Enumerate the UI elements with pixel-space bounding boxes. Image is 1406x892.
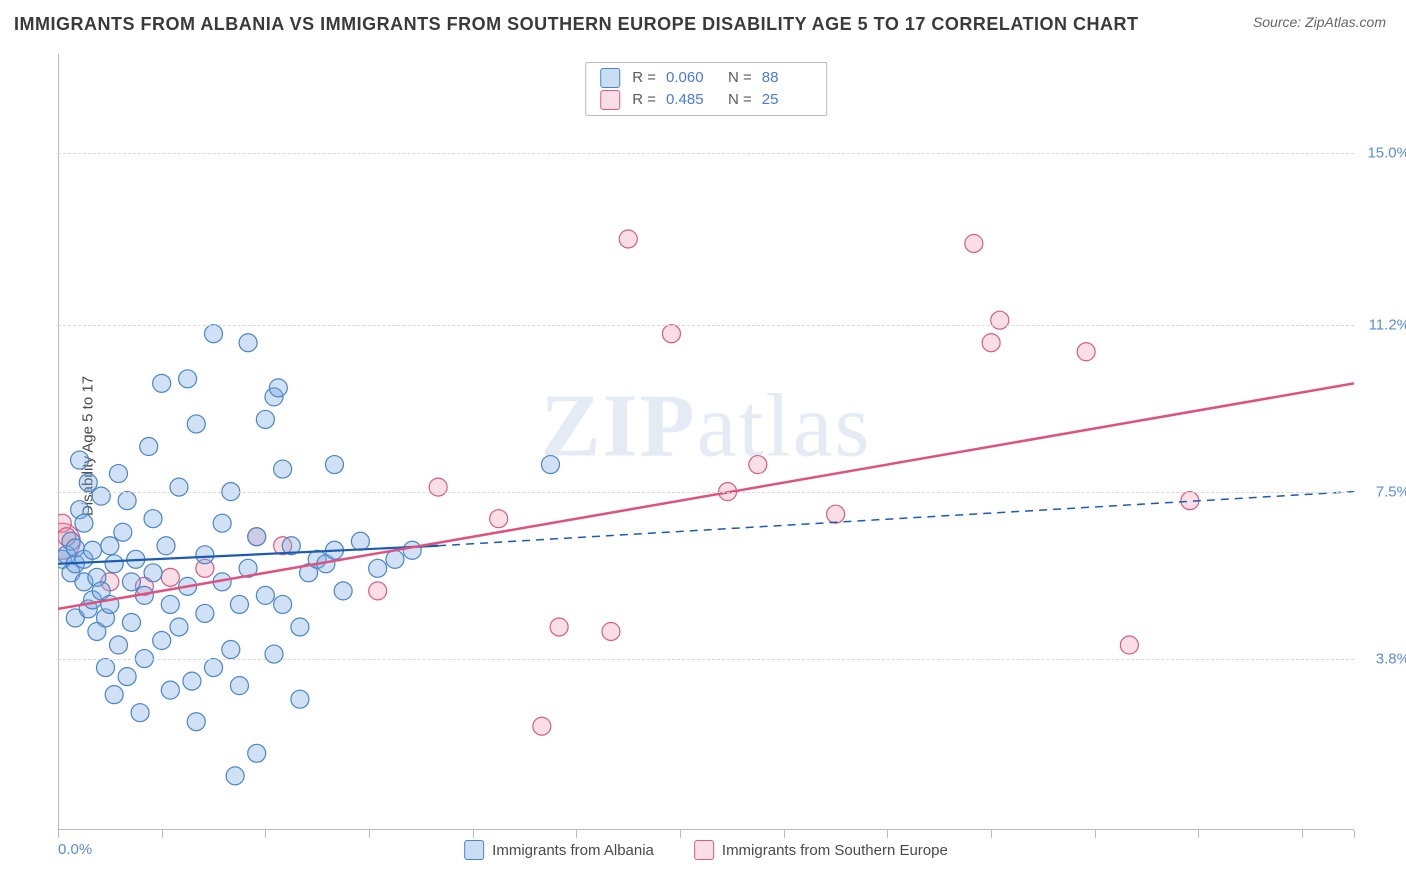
legend-item-blue: Immigrants from Albania: [464, 840, 654, 860]
source-label: Source: ZipAtlas.com: [1253, 14, 1386, 30]
x-tick: [369, 830, 370, 838]
legend-series: Immigrants from Albania Immigrants from …: [464, 840, 948, 860]
scatter-plot-svg: [58, 54, 1354, 830]
x-tick: [1095, 830, 1096, 838]
chart-area: ZIPatlas R = 0.060 N = 88 R = 0.485 N = …: [58, 54, 1354, 830]
gridline: [58, 153, 1354, 154]
legend-stats: R = 0.060 N = 88 R = 0.485 N = 25: [585, 62, 827, 116]
legend-stats-row: R = 0.485 N = 25: [600, 89, 812, 111]
x-tick-label: 0.0%: [58, 841, 92, 858]
legend-chip-pink: [600, 90, 620, 110]
x-tick: [680, 830, 681, 838]
legend-chip-blue: [600, 68, 620, 88]
gridline: [58, 492, 1354, 493]
x-tick: [576, 830, 577, 838]
y-tick-label: 7.5%: [1376, 483, 1406, 500]
y-tick-label: 11.2%: [1369, 316, 1406, 333]
chart-title: IMMIGRANTS FROM ALBANIA VS IMMIGRANTS FR…: [14, 14, 1139, 35]
y-tick-label: 3.8%: [1376, 650, 1406, 667]
legend-item-pink: Immigrants from Southern Europe: [694, 840, 948, 860]
gridline: [58, 659, 1354, 660]
x-tick: [1302, 830, 1303, 838]
y-tick-label: 15.0%: [1367, 145, 1406, 162]
x-tick: [58, 830, 59, 838]
legend-stats-row: R = 0.060 N = 88: [600, 67, 812, 89]
x-tick: [1354, 830, 1355, 838]
x-tick: [162, 830, 163, 838]
x-tick: [887, 830, 888, 838]
x-tick: [991, 830, 992, 838]
legend-chip-blue: [464, 840, 484, 860]
x-tick: [265, 830, 266, 838]
legend-chip-pink: [694, 840, 714, 860]
x-tick: [1198, 830, 1199, 838]
x-tick: [473, 830, 474, 838]
gridline: [58, 325, 1354, 326]
x-tick: [784, 830, 785, 838]
